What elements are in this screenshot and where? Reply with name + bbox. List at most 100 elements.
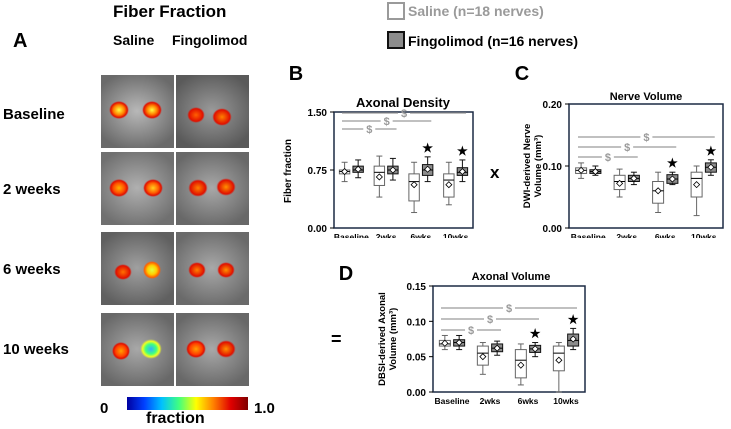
significance-star: ★	[457, 144, 468, 158]
mean-marker	[591, 168, 599, 176]
row-label-baseline: Baseline	[3, 106, 65, 123]
row-label-6-weeks: 6 weeks	[3, 261, 61, 278]
colorbar-max-label: 1.0	[254, 400, 275, 417]
y-tick-label: 0.00	[407, 388, 427, 399]
fingolimod-box-baseline	[453, 334, 466, 351]
fingolimod-box-6wks	[421, 156, 434, 183]
y-axis-label: Volume (mm³)	[533, 135, 544, 198]
y-tick-label: 0.00	[308, 224, 328, 235]
chart-title: Nerve Volume	[610, 91, 683, 103]
y-tick-label: 0.75	[308, 166, 328, 177]
significance-dollar-label: $	[468, 325, 474, 337]
mean-marker	[555, 356, 563, 364]
mean-marker	[389, 166, 397, 174]
mean-marker	[654, 187, 662, 195]
significance-dollar-label: $	[366, 124, 372, 136]
legend-saline-label: Saline (n=18 nerves)	[408, 3, 544, 19]
fingolimod-box-6wks	[529, 342, 542, 358]
significance-star: ★	[706, 144, 717, 158]
x-tick-label: 6wks	[518, 396, 539, 406]
row-label-2-weeks: 2 weeks	[3, 181, 61, 198]
fingolimod-box-6wks	[666, 171, 679, 186]
saline-box-baseline	[575, 162, 588, 179]
mri-saline-baseline	[101, 75, 174, 148]
mean-marker	[410, 181, 418, 189]
mean-marker	[455, 338, 463, 347]
legend-fingolimod-swatch	[387, 31, 405, 49]
row-label-10-weeks: 10 weeks	[3, 341, 69, 358]
equals-operator: =	[331, 329, 342, 349]
panel-c-letter: C	[515, 63, 529, 85]
saline-box-6wks	[652, 171, 665, 213]
y-axis-label: Fiber fraction	[283, 139, 294, 203]
fingolimod-box-2wks	[491, 340, 504, 356]
chart-d: D Axonal Volume DBSI-derived Axonal Volume …	[339, 263, 586, 406]
x-tick-label: 10wks	[553, 396, 579, 406]
mean-marker	[441, 339, 449, 347]
mri-fingolimod-2-weeks	[176, 152, 249, 225]
fingolimod-box-2wks	[387, 157, 399, 181]
panel-a-title: Fiber Fraction	[113, 2, 227, 21]
panel-a-letter: A	[13, 30, 28, 52]
colorbar	[127, 397, 248, 410]
y-axis-label: Volume (mm³)	[388, 308, 399, 371]
x-tick-label: 10wks	[443, 232, 469, 238]
y-tick-label: 0.20	[543, 100, 563, 111]
mri-saline-2-weeks	[101, 152, 174, 225]
y-tick-label: 0.10	[407, 317, 427, 328]
mri-saline-6-weeks	[101, 232, 174, 305]
mri-saline-10-weeks	[101, 313, 174, 386]
mean-marker	[668, 175, 676, 183]
saline-box-baseline	[438, 334, 451, 351]
x-tick-label: 2wks	[616, 232, 637, 238]
x-tick-label: 2wks	[480, 396, 501, 406]
chart-title: Axonal Density	[356, 95, 451, 110]
fingolimod-box-baseline	[352, 159, 364, 179]
saline-box-10wks	[552, 342, 565, 393]
column-header-saline: Saline	[113, 32, 155, 48]
plot-frame	[432, 285, 586, 393]
saline-box-6wks	[514, 343, 527, 386]
saline-box-2wks	[476, 342, 489, 375]
fingolimod-box-baseline	[589, 165, 602, 176]
x-tick-label: Baseline	[571, 232, 606, 238]
mean-marker	[424, 165, 432, 173]
significance-dollar-label: $	[487, 314, 493, 326]
y-tick-label: 0.05	[407, 353, 427, 364]
fingolimod-box-2wks	[627, 171, 640, 186]
mean-marker	[341, 167, 349, 176]
significance-dollar-label: $	[401, 108, 407, 120]
panel-d-letter: D	[339, 263, 353, 285]
mri-fingolimod-10-weeks	[176, 313, 249, 386]
saline-box-2wks	[613, 168, 626, 198]
y-tick-label: 0.00	[543, 224, 563, 235]
colorbar-label: fraction	[146, 410, 205, 427]
mean-marker	[630, 174, 638, 182]
significance-dollar-label: $	[624, 142, 630, 154]
fingolimod-box-10wks	[567, 327, 580, 351]
mean-marker	[616, 179, 624, 187]
significance-star: ★	[422, 141, 433, 155]
x-tick-label: 2wks	[376, 232, 397, 238]
mean-marker	[693, 181, 701, 189]
mean-marker	[531, 345, 539, 353]
legend-saline-swatch	[387, 2, 405, 20]
saline-box-10wks	[443, 161, 455, 206]
significance-dollar-label: $	[643, 132, 649, 144]
column-header-fingolimod: Fingolimod	[172, 32, 248, 48]
y-tick-label: 0.10	[543, 162, 563, 173]
significance-dollar-label: $	[506, 303, 512, 315]
chart-title: Axonal Volume	[472, 271, 551, 283]
saline-box-10wks	[690, 165, 703, 217]
mean-marker	[354, 165, 362, 173]
significance-dollar-label: $	[605, 152, 611, 164]
mean-marker	[493, 344, 501, 352]
y-axis-label: DBSI-derived Axonal	[377, 292, 388, 386]
mean-marker	[375, 173, 383, 181]
significance-star: ★	[568, 312, 579, 326]
significance-star: ★	[667, 156, 678, 170]
mean-marker	[458, 167, 466, 176]
saline-box-6wks	[408, 161, 420, 214]
x-tick-label: Baseline	[334, 232, 369, 238]
mean-marker	[445, 181, 453, 189]
